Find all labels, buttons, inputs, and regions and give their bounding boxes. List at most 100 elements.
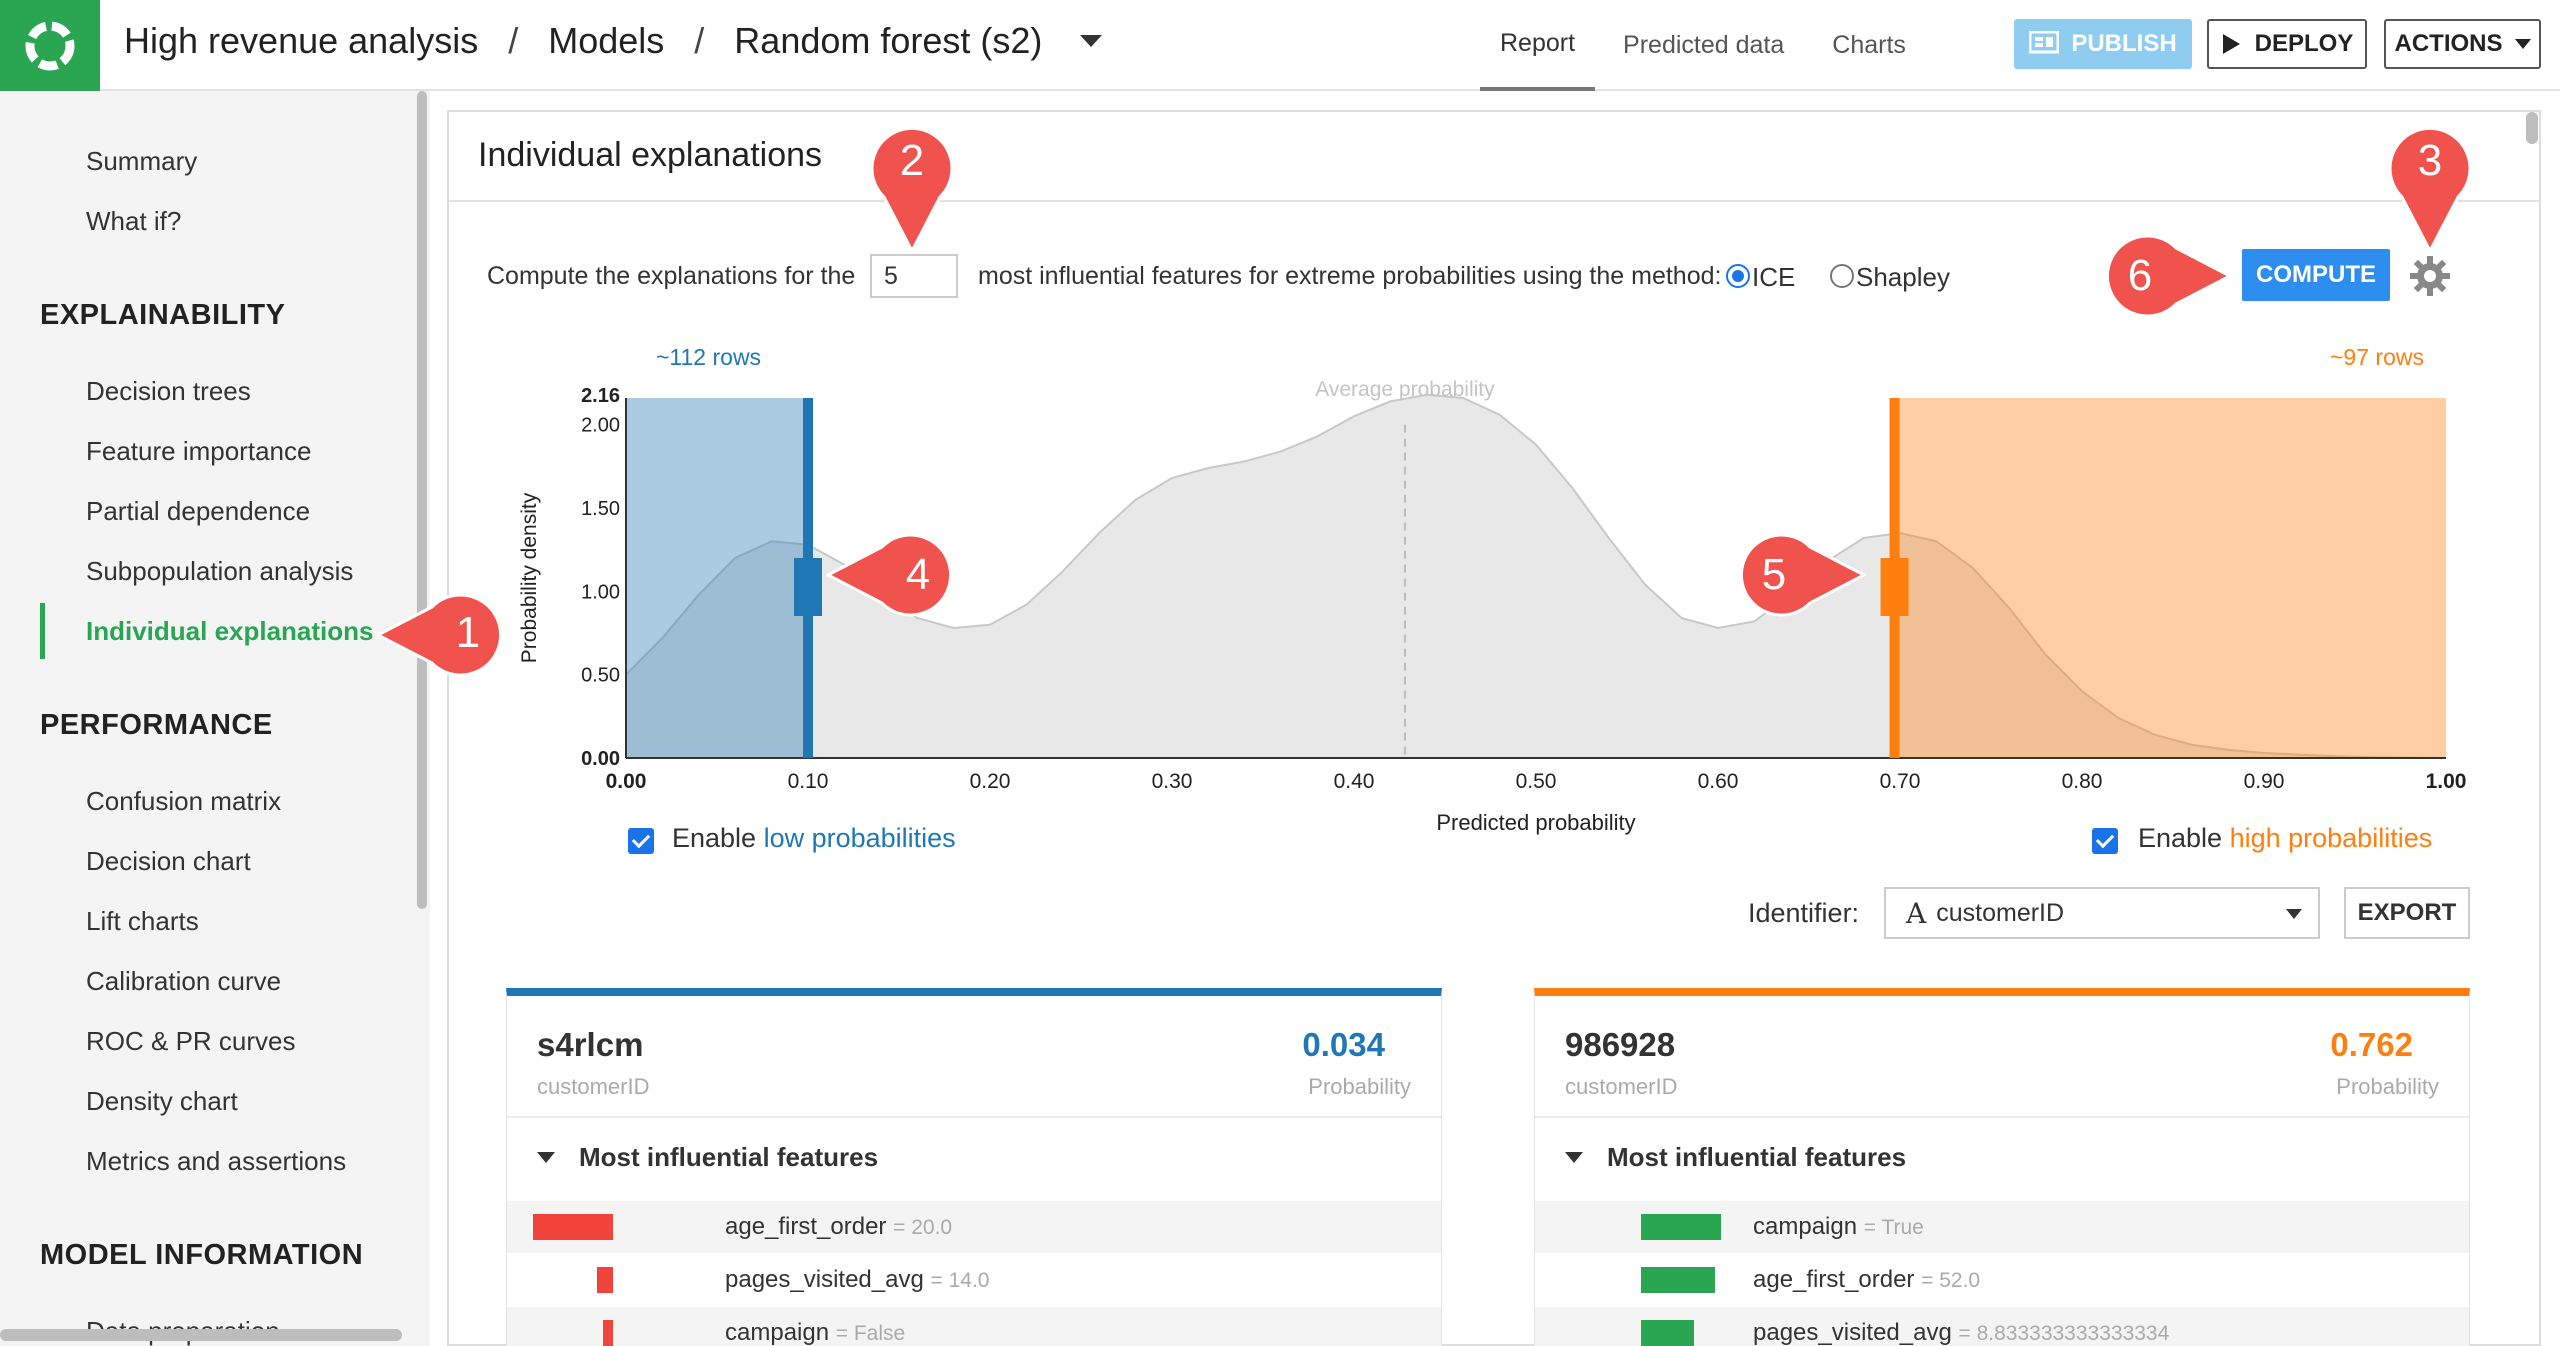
card-id: 986928 [1565, 1026, 1676, 1063]
feature-value: = 14.0 [930, 1269, 990, 1292]
sidebar-item-confusion-matrix[interactable]: Confusion matrix [86, 786, 282, 816]
sidebar-section-model-information: MODEL INFORMATION [40, 1239, 364, 1271]
sidebar-item-partial-dependence[interactable]: Partial dependence [86, 496, 311, 526]
title-divider [449, 200, 2539, 202]
sidebar-item-roc-pr-curves[interactable]: ROC & PR curves [86, 1026, 296, 1056]
sidebar-item-lift-charts[interactable]: Lift charts [86, 906, 199, 936]
feature-name: pages_visited_avg = 8.833333333333334 [1753, 1319, 2169, 1346]
sidebar-item-summary[interactable]: Summary [86, 146, 198, 176]
compute-button[interactable]: COMPUTE [2242, 249, 2390, 301]
feature-row: campaign = True [1535, 1201, 2469, 1253]
callout-5: 5 [1739, 533, 1866, 617]
sidebar-item-subpopulation-analysis[interactable]: Subpopulation analysis [86, 556, 354, 586]
sidebar-item-metrics-assertions[interactable]: Metrics and assertions [86, 1146, 347, 1176]
publish-button[interactable]: PUBLISH [2014, 19, 2192, 69]
export-button[interactable]: EXPORT [2344, 887, 2470, 939]
feature-name-text: age_first_order [725, 1213, 887, 1240]
sidebar-item-calibration-curve[interactable]: Calibration curve [86, 966, 282, 996]
actions-button[interactable]: ACTIONS [2384, 19, 2541, 69]
deploy-button[interactable]: DEPLOY [2207, 19, 2367, 69]
enable-low-label[interactable]: Enable low probabilities [672, 823, 956, 854]
feature-name-text: age_first_order [1753, 1266, 1915, 1293]
feature-value: = True [1863, 1216, 1924, 1239]
radio-ice-label[interactable]: ICE [1752, 262, 1796, 292]
breadcrumb-project[interactable]: High revenue analysis [124, 20, 479, 61]
features-title: Most influential features [579, 1142, 879, 1172]
x-tick-label: 0.00 [606, 770, 647, 793]
feature-value: = 52.0 [1921, 1269, 1981, 1292]
enable-high-label[interactable]: Enable high probabilities [2138, 823, 2432, 854]
features-header[interactable]: Most influential features [1565, 1142, 1906, 1173]
gear-icon[interactable] [2408, 254, 2452, 298]
feature-row: age_first_order = 52.0 [1535, 1254, 2469, 1306]
card-probability-label: Probability [1308, 1074, 1411, 1099]
tab-report[interactable]: Report [1480, 0, 1596, 91]
main-scrollbar[interactable] [2526, 112, 2538, 144]
sidebar-item-feature-importance[interactable]: Feature importance [86, 436, 312, 466]
radio-ice[interactable] [1726, 264, 1750, 288]
feature-row: campaign = False [507, 1307, 1441, 1346]
triangle-down-icon [537, 1152, 555, 1163]
high-threshold-handle[interactable] [1880, 558, 1909, 616]
x-tick-label: 0.70 [1880, 770, 1921, 793]
sidebar-item-individual-explanations[interactable]: Individual explanations [86, 616, 374, 646]
breadcrumb-models[interactable]: Models [548, 20, 665, 61]
feature-impact-bar [1641, 1267, 1715, 1293]
tab-charts[interactable]: Charts [1832, 31, 1906, 59]
caret-down-icon [2286, 909, 2302, 919]
x-tick-label: 0.80 [2062, 770, 2103, 793]
high-probability-region [1894, 398, 2446, 758]
feature-name: pages_visited_avg = 14.0 [725, 1266, 989, 1294]
app-logo[interactable] [0, 0, 100, 91]
sidebar-scrollbar[interactable] [417, 91, 427, 909]
callout-number: 6 [2128, 251, 2152, 300]
enable-high-link[interactable]: high probabilities [2229, 823, 2433, 853]
callout-4: 4 [826, 533, 953, 617]
caret-down-icon [2514, 39, 2531, 49]
features-header[interactable]: Most influential features [537, 1142, 878, 1173]
card-probability-label: Probability [2336, 1074, 2439, 1099]
callout-1: 1 [376, 593, 503, 677]
low-threshold-handle[interactable] [794, 558, 822, 616]
enable-low-checkbox[interactable] [628, 828, 654, 854]
x-axis-label: Predicted probability [1436, 810, 1635, 835]
y-tick-label: 2.00 [581, 415, 620, 437]
feature-value: = False [835, 1322, 906, 1345]
tab-predicted-data[interactable]: Predicted data [1623, 31, 1785, 59]
low-explanation-card: s4rlcm customerID 0.034 Probability Most… [506, 988, 1442, 1346]
enable-high-prefix: Enable [2138, 823, 2230, 853]
enable-low-link[interactable]: low probabilities [763, 823, 956, 853]
feature-row: pages_visited_avg = 8.833333333333334 [1535, 1307, 2469, 1346]
sidebar-item-density-chart[interactable]: Density chart [86, 1086, 238, 1116]
sidebar-item-what-if[interactable]: What if? [86, 206, 182, 236]
dashboard-icon [2029, 31, 2060, 54]
feature-name: campaign = False [725, 1319, 905, 1346]
callout-number: 2 [900, 136, 924, 185]
breadcrumb: High revenue analysis / Models / Random … [124, 20, 1103, 62]
density-line [625, 393, 2447, 759]
sidebar-horizontal-scrollbar[interactable] [0, 1329, 402, 1341]
feature-count-input[interactable] [870, 254, 958, 298]
feature-name-text: campaign [1753, 1213, 1858, 1240]
callout-3: 3 [2388, 126, 2472, 253]
enable-high-checkbox[interactable] [2092, 828, 2118, 854]
y-tick-label: 1.00 [581, 581, 620, 603]
publish-label: PUBLISH [2071, 30, 2177, 57]
low-rows-count: ~112 rows [656, 344, 762, 370]
sidebar-item-decision-trees[interactable]: Decision trees [86, 376, 251, 406]
sidebar-item-decision-chart[interactable]: Decision chart [86, 846, 251, 876]
callout-6: 6 [2105, 234, 2232, 318]
chevron-down-icon[interactable] [1080, 35, 1103, 47]
breadcrumb-model[interactable]: Random forest (s2) [734, 20, 1043, 61]
feature-impact-bar [1641, 1320, 1694, 1346]
radio-shapley-label[interactable]: Shapley [1856, 262, 1950, 292]
average-probability-label: Average probability [1315, 378, 1495, 401]
radio-shapley[interactable] [1830, 264, 1854, 288]
card-divider [1535, 1116, 2469, 1118]
x-tick-label: 0.10 [788, 770, 829, 793]
callout-2: 2 [870, 126, 954, 253]
feature-impact-bar [1641, 1214, 1721, 1240]
feature-row: pages_visited_avg = 14.0 [507, 1254, 1441, 1306]
identifier-select[interactable]: A customerID [1884, 887, 2320, 939]
